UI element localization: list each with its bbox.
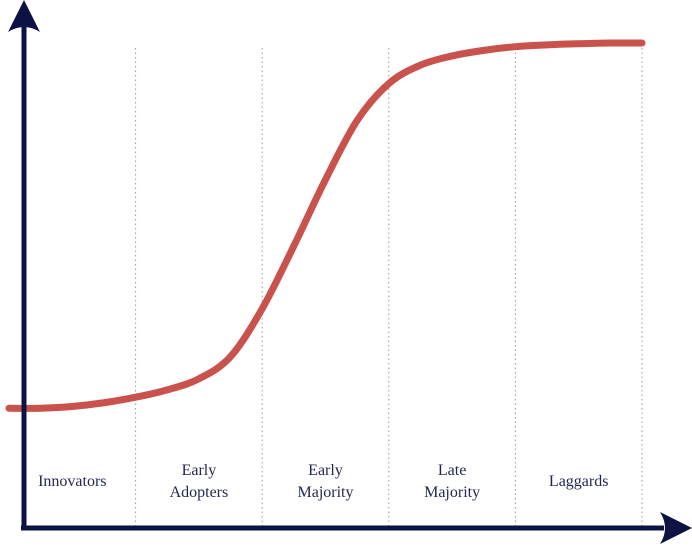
segment-label: Innovators — [38, 473, 106, 490]
x-axis-arrow-icon — [660, 512, 692, 544]
segment-label: Early Adopters — [170, 462, 229, 501]
segment-dividers — [135, 48, 643, 526]
segment-label: Early Majority — [298, 462, 354, 501]
segment-label: Late Majority — [424, 462, 480, 501]
y-axis-arrow-icon — [8, 0, 40, 32]
segment-label: Laggards — [549, 473, 609, 490]
segment-labels: Innovators Early Adopters Early Majority Late… — [38, 462, 608, 501]
adoption-curve — [5, 39, 646, 412]
